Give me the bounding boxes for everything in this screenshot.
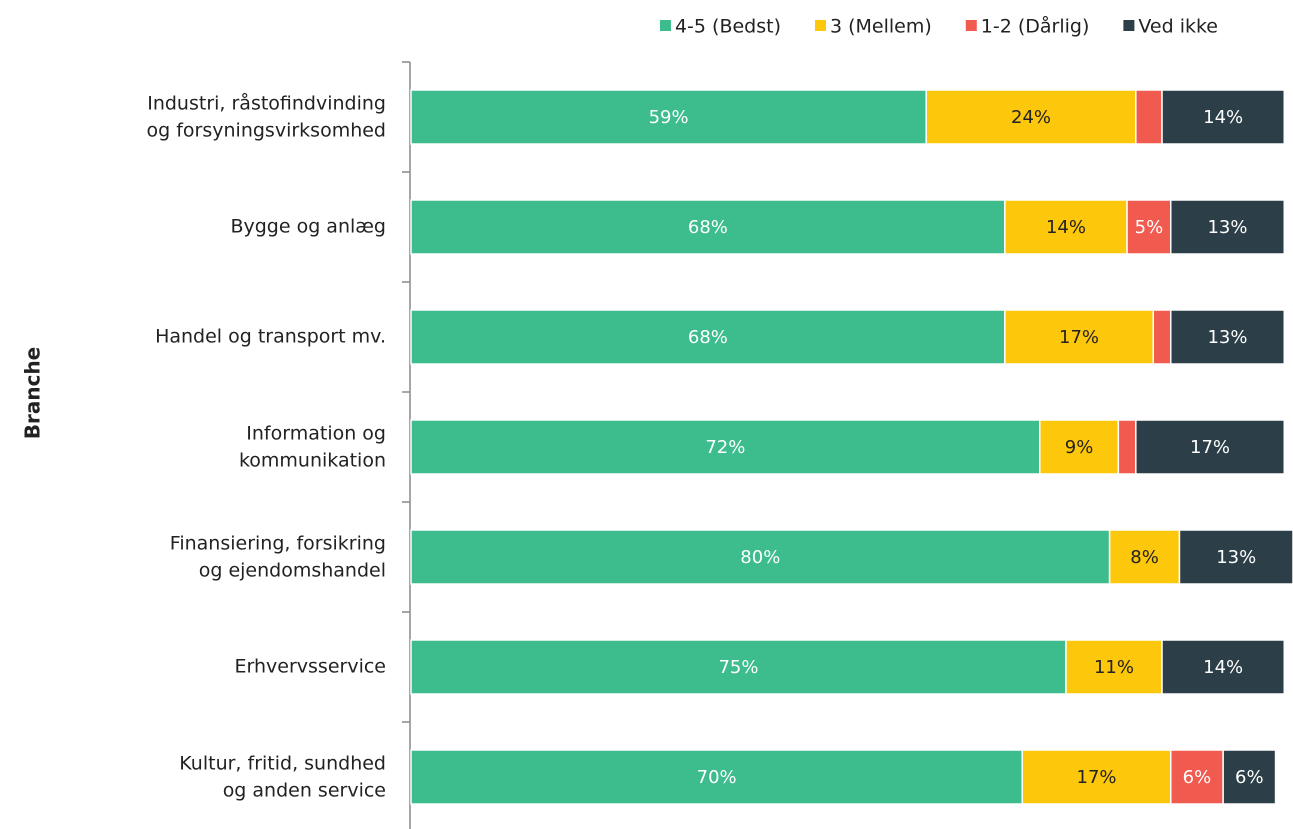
bar-segment — [410, 419, 1041, 475]
data-label: 6% — [1235, 767, 1264, 788]
bar-segment — [1161, 89, 1286, 145]
legend-swatch — [659, 20, 671, 31]
data-label: 14% — [1203, 657, 1243, 678]
y-tick-label: Finansiering, forsikring og ejendomshande… — [170, 532, 386, 581]
data-label: 6% — [1183, 767, 1212, 788]
y-tick-label: Information og kommunikation — [239, 422, 386, 471]
data-label: 14% — [1046, 217, 1086, 238]
bar-segment — [1004, 309, 1155, 365]
data-label: 9% — [1065, 437, 1094, 458]
data-label: 13% — [1207, 327, 1247, 348]
legend-swatch — [814, 20, 826, 31]
bar-segment — [410, 749, 1024, 805]
y-tick-label: Handel og transport mv. — [155, 326, 386, 348]
data-label: 17% — [1059, 327, 1099, 348]
bar-segment — [1169, 199, 1286, 255]
bar-segment — [1039, 419, 1120, 475]
y-axis-label: Branche — [21, 347, 45, 440]
legend-label: 3 (Mellem) — [830, 16, 932, 38]
bar-segment — [925, 89, 1137, 145]
bar-segment — [1169, 309, 1286, 365]
data-label: 24% — [1011, 107, 1051, 128]
y-tick-label: Erhvervsservice — [235, 656, 386, 678]
bar-segment — [1135, 89, 1163, 145]
y-tick-label: Kultur, fritid, sundhed og anden service — [179, 752, 386, 801]
legend-label: 4-5 (Bedst) — [675, 16, 781, 38]
data-label: 17% — [1077, 767, 1117, 788]
bar-segment — [410, 309, 1006, 365]
data-label: 17% — [1190, 437, 1230, 458]
bar-segment — [1169, 749, 1224, 805]
data-label: 8% — [1130, 547, 1159, 568]
data-label: 13% — [1216, 547, 1256, 568]
bar-segment — [1117, 419, 1137, 475]
data-label: 80% — [740, 547, 780, 568]
data-label: 68% — [688, 217, 728, 238]
data-label: 75% — [718, 657, 758, 678]
bar-segment — [410, 529, 1111, 585]
data-label: 5% — [1135, 217, 1164, 238]
data-label: 68% — [688, 327, 728, 348]
legend-swatch — [1123, 20, 1135, 31]
bar-segment — [1108, 529, 1181, 585]
bar-segment — [1161, 639, 1286, 695]
legend-label: Ved ikke — [1138, 16, 1218, 38]
legend-swatch — [965, 20, 977, 31]
bar-segment — [1065, 639, 1163, 695]
y-tick-label: Industri, råstofindvinding og forsyningsv… — [147, 91, 386, 141]
data-label: 14% — [1203, 107, 1243, 128]
data-label: 72% — [705, 437, 745, 458]
data-label: 13% — [1207, 217, 1247, 238]
bar-segment — [1126, 199, 1172, 255]
bar-segment — [410, 639, 1067, 695]
bar-segment — [1178, 529, 1293, 585]
bar-segment — [1135, 419, 1286, 475]
y-tick-label: Bygge og anlæg — [230, 216, 386, 238]
legend-label: 1-2 (Dårlig) — [981, 15, 1090, 38]
data-label: 70% — [697, 767, 737, 788]
bar-segment — [1222, 749, 1277, 805]
data-label: 11% — [1094, 657, 1134, 678]
bar-segment — [410, 89, 927, 145]
bar-segment — [1152, 309, 1172, 365]
data-label: 59% — [649, 107, 689, 128]
